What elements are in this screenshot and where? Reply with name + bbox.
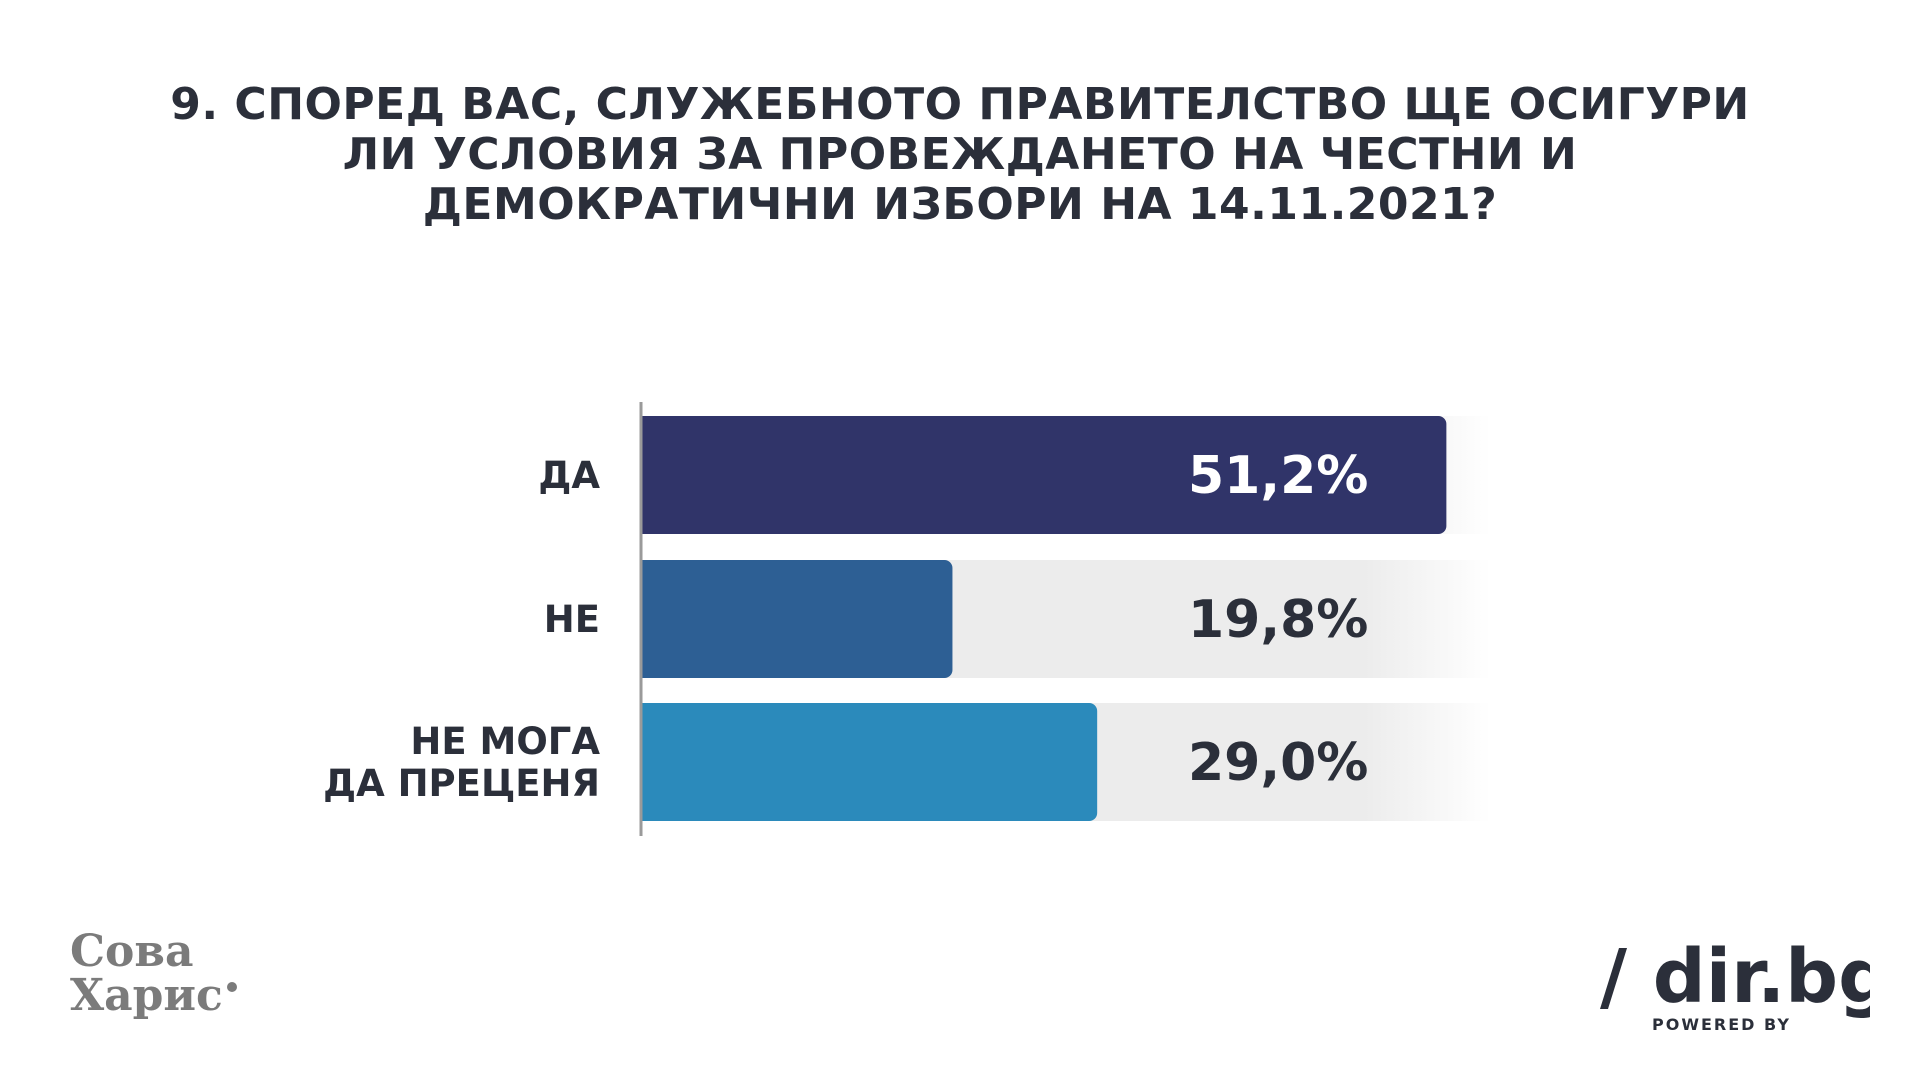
dir-bg-logo-text: / dir.bg (1600, 934, 1870, 1020)
logo-dot-icon (226, 982, 237, 992)
chart-title-line-1: 9. СПОРЕД ВАС, СЛУЖЕБНОТО ПРАВИТЕЛСТВО Щ… (170, 79, 1750, 130)
sova-harris-logo-line-2: Харис (70, 970, 223, 1021)
category-label: ДА (538, 454, 600, 497)
sova-harris-logo-line-1: Сова (70, 926, 194, 977)
bar (641, 560, 953, 678)
bar-left-edge (641, 416, 653, 534)
bar-left-edge (641, 560, 653, 678)
bar-value-label: 51,2% (1188, 446, 1368, 506)
category-label: НЕ (544, 598, 600, 641)
bar-value-label: 29,0% (1188, 733, 1368, 793)
chart-title: 9. СПОРЕД ВАС, СЛУЖЕБНОТО ПРАВИТЕЛСТВО Щ… (160, 80, 1760, 230)
category-label: НЕ МОГА (410, 720, 600, 763)
bar (641, 703, 1098, 821)
chart-title-line-2: ЛИ УСЛОВИЯ ЗА ПРОВЕЖДАНЕТО НА ЧЕСТНИ И (342, 129, 1578, 180)
sova-harris-logo-line-2-wrap: Харис (70, 974, 237, 1018)
bar (641, 416, 1447, 534)
bar-value-label: 19,8% (1188, 590, 1368, 650)
chart-title-line-3: ДЕМОКРАТИЧНИ ИЗБОРИ НА 14.11.2021? (422, 179, 1498, 230)
dir-bg-powered-by: POWERED BY (1652, 1015, 1791, 1034)
bar-left-edge (641, 703, 653, 821)
sova-harris-logo: Сова Харис (70, 930, 237, 1018)
category-label: ДА ПРЕЦЕНЯ (323, 762, 600, 805)
dir-bg-logo: / dir.bg POWERED BY (1600, 934, 1870, 1034)
